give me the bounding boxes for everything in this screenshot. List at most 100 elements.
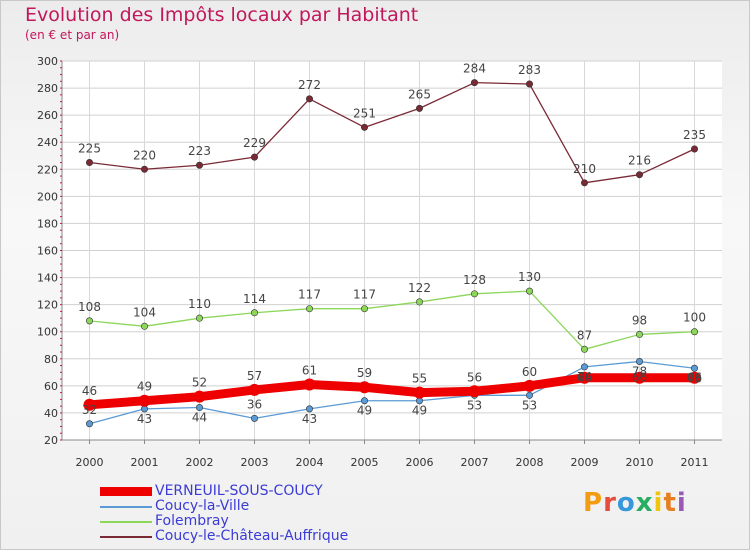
data-point: [360, 397, 368, 405]
data-label: 78: [632, 364, 647, 378]
data-point: [358, 381, 371, 394]
data-point: [305, 305, 313, 313]
data-label: 87: [577, 328, 592, 342]
data-label: 44: [192, 411, 207, 425]
data-point: [633, 371, 646, 384]
data-point: [635, 357, 643, 365]
data-point: [690, 328, 698, 336]
data-point: [690, 145, 698, 153]
x-tick-label: 2010: [626, 456, 654, 469]
y-tick-label: 40: [44, 407, 58, 420]
data-label: 128: [463, 273, 486, 287]
logo-letter: t: [663, 488, 677, 518]
data-label: 57: [247, 369, 262, 383]
data-point: [525, 391, 533, 399]
data-label: 117: [298, 288, 321, 302]
data-point: [580, 363, 588, 371]
data-point: [303, 378, 316, 391]
y-tick-label: 300: [37, 55, 58, 68]
data-label: 73: [687, 371, 702, 385]
data-point: [141, 322, 149, 330]
data-label: 55: [412, 372, 427, 386]
data-label: 216: [628, 154, 651, 168]
data-point: [86, 420, 94, 428]
series-line: [88, 290, 696, 350]
data-label: 43: [302, 412, 317, 426]
data-label: 122: [408, 281, 431, 295]
data-point: [193, 390, 206, 403]
data-label: 49: [357, 404, 372, 418]
y-tick-label: 200: [37, 190, 58, 203]
data-label: 110: [188, 297, 211, 311]
data-point: [360, 123, 368, 131]
data-label: 60: [522, 365, 537, 379]
legend-label: VERNEUIL-SOUS-COUCY: [155, 483, 323, 499]
data-point: [305, 95, 313, 103]
data-point: [470, 79, 478, 87]
data-label: 59: [357, 366, 372, 380]
data-label: 46: [82, 384, 97, 398]
data-label: 32: [82, 403, 97, 417]
data-label: 210: [573, 162, 596, 176]
x-tick-label: 2005: [351, 456, 379, 469]
logo-letter: i: [676, 488, 687, 518]
y-tick-label: 280: [37, 82, 58, 95]
data-point: [196, 314, 204, 322]
data-label: 108: [78, 300, 101, 314]
data-point: [415, 298, 423, 306]
y-tick-label: 160: [37, 245, 58, 258]
y-tick-label: 100: [37, 326, 58, 339]
legend-swatch: [100, 521, 152, 523]
data-point: [413, 386, 426, 399]
data-point: [468, 385, 481, 398]
logo-letter: P: [583, 488, 604, 518]
data-label: 265: [408, 87, 431, 101]
y-tick-label: 60: [44, 380, 58, 393]
data-label: 66: [632, 371, 647, 385]
data-point: [138, 394, 151, 407]
y-tick-label: 80: [44, 353, 58, 366]
data-label: 272: [298, 78, 321, 92]
logo-letter: x: [635, 488, 654, 518]
x-tick-label: 2002: [186, 456, 214, 469]
data-point: [523, 379, 536, 392]
data-point: [196, 161, 204, 169]
data-label: 225: [78, 142, 101, 156]
x-tick-label: 2000: [76, 456, 104, 469]
legend-swatch: [100, 487, 152, 496]
x-tick-label: 2001: [131, 456, 159, 469]
logo-letter: i: [653, 488, 664, 518]
proxiti-logo: Proxiti: [583, 488, 687, 518]
logo-letter: o: [616, 488, 636, 518]
data-label: 223: [188, 144, 211, 158]
logo-letter: r: [603, 488, 617, 518]
data-label: 52: [192, 376, 207, 390]
data-label: 98: [632, 313, 647, 327]
y-tick-label: 140: [37, 272, 58, 285]
data-label: 284: [463, 62, 486, 76]
data-label: 104: [133, 305, 156, 319]
x-tick-label: 2007: [461, 456, 489, 469]
data-point: [580, 345, 588, 353]
data-point: [83, 398, 96, 411]
legend-label: Folembray: [155, 513, 229, 529]
data-label: 220: [133, 148, 156, 162]
legend-label: Coucy-la-Ville: [155, 498, 250, 514]
data-point: [251, 414, 259, 422]
x-tick-label: 2011: [681, 456, 709, 469]
data-point: [690, 364, 698, 372]
data-point: [251, 153, 259, 161]
data-point: [360, 305, 368, 313]
data-point: [635, 171, 643, 179]
data-label: 251: [353, 106, 376, 120]
x-tick-label: 2006: [406, 456, 434, 469]
data-label: 114: [243, 292, 266, 306]
y-tick-label: 220: [37, 163, 58, 176]
chart-subtitle: (en € et par an): [25, 28, 120, 42]
data-point: [86, 159, 94, 167]
data-point: [525, 80, 533, 88]
data-label: 100: [683, 311, 706, 325]
data-label: 66: [687, 371, 702, 385]
y-tick-label: 180: [37, 217, 58, 230]
data-label: 117: [353, 288, 376, 302]
